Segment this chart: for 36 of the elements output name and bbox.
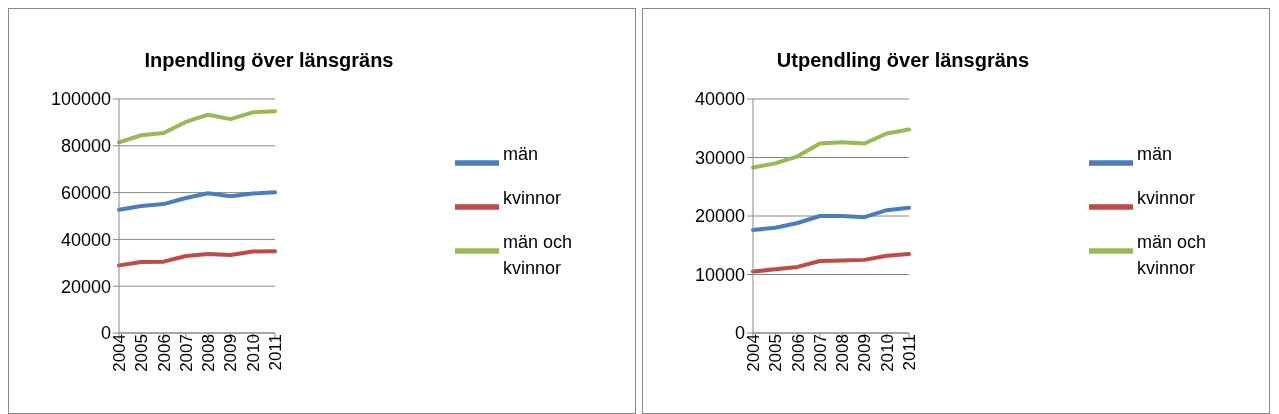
x-tick-label: 2008 bbox=[199, 334, 219, 372]
y-tick-label: 30000 bbox=[694, 147, 745, 168]
x-tick-label: 2004 bbox=[110, 334, 130, 372]
legend-label: män bbox=[503, 143, 539, 166]
x-tick-label: 2009 bbox=[855, 334, 875, 372]
y-tick-label: 60000 bbox=[60, 182, 111, 203]
legend-label: män och kvinnor bbox=[1137, 231, 1208, 280]
y-tick-label: 20000 bbox=[60, 276, 111, 297]
x-tick-label: 2010 bbox=[877, 334, 897, 372]
x-tick-label: 2009 bbox=[221, 334, 241, 372]
x-tick-label: 2010 bbox=[243, 334, 263, 372]
x-tick-label: 2005 bbox=[132, 334, 152, 372]
x-tick-label: 2006 bbox=[154, 334, 174, 372]
chart-title: Inpendling över länsgräns bbox=[143, 49, 395, 72]
x-tick-label: 2008 bbox=[833, 334, 853, 372]
x-tick-label: 2005 bbox=[766, 334, 786, 372]
legend-label: kvinnor bbox=[1137, 187, 1197, 210]
x-tick-label: 2007 bbox=[176, 334, 196, 372]
y-tick-label: 100000 bbox=[50, 89, 111, 110]
y-tick-label: 80000 bbox=[60, 136, 111, 157]
line-series bbox=[117, 249, 277, 268]
chart-title: Utpendling över länsgräns bbox=[775, 49, 1031, 72]
y-tick-label: 40000 bbox=[60, 229, 111, 250]
y-tick-label: 0 bbox=[734, 323, 745, 344]
legend-label: män och kvinnor bbox=[503, 231, 574, 280]
legend-label: kvinnor bbox=[503, 187, 563, 210]
y-tick-label: 0 bbox=[100, 323, 111, 344]
y-tick-label: 10000 bbox=[694, 264, 745, 285]
y-tick-label: 20000 bbox=[694, 206, 745, 227]
x-tick-label: 2011 bbox=[900, 334, 920, 371]
y-tick-label: 40000 bbox=[694, 89, 745, 110]
x-tick-label: 2004 bbox=[744, 334, 764, 372]
x-tick-label: 2007 bbox=[810, 334, 830, 372]
legend-label: män bbox=[1137, 143, 1173, 166]
x-tick-label: 2011 bbox=[266, 334, 286, 371]
x-tick-label: 2006 bbox=[788, 334, 808, 372]
